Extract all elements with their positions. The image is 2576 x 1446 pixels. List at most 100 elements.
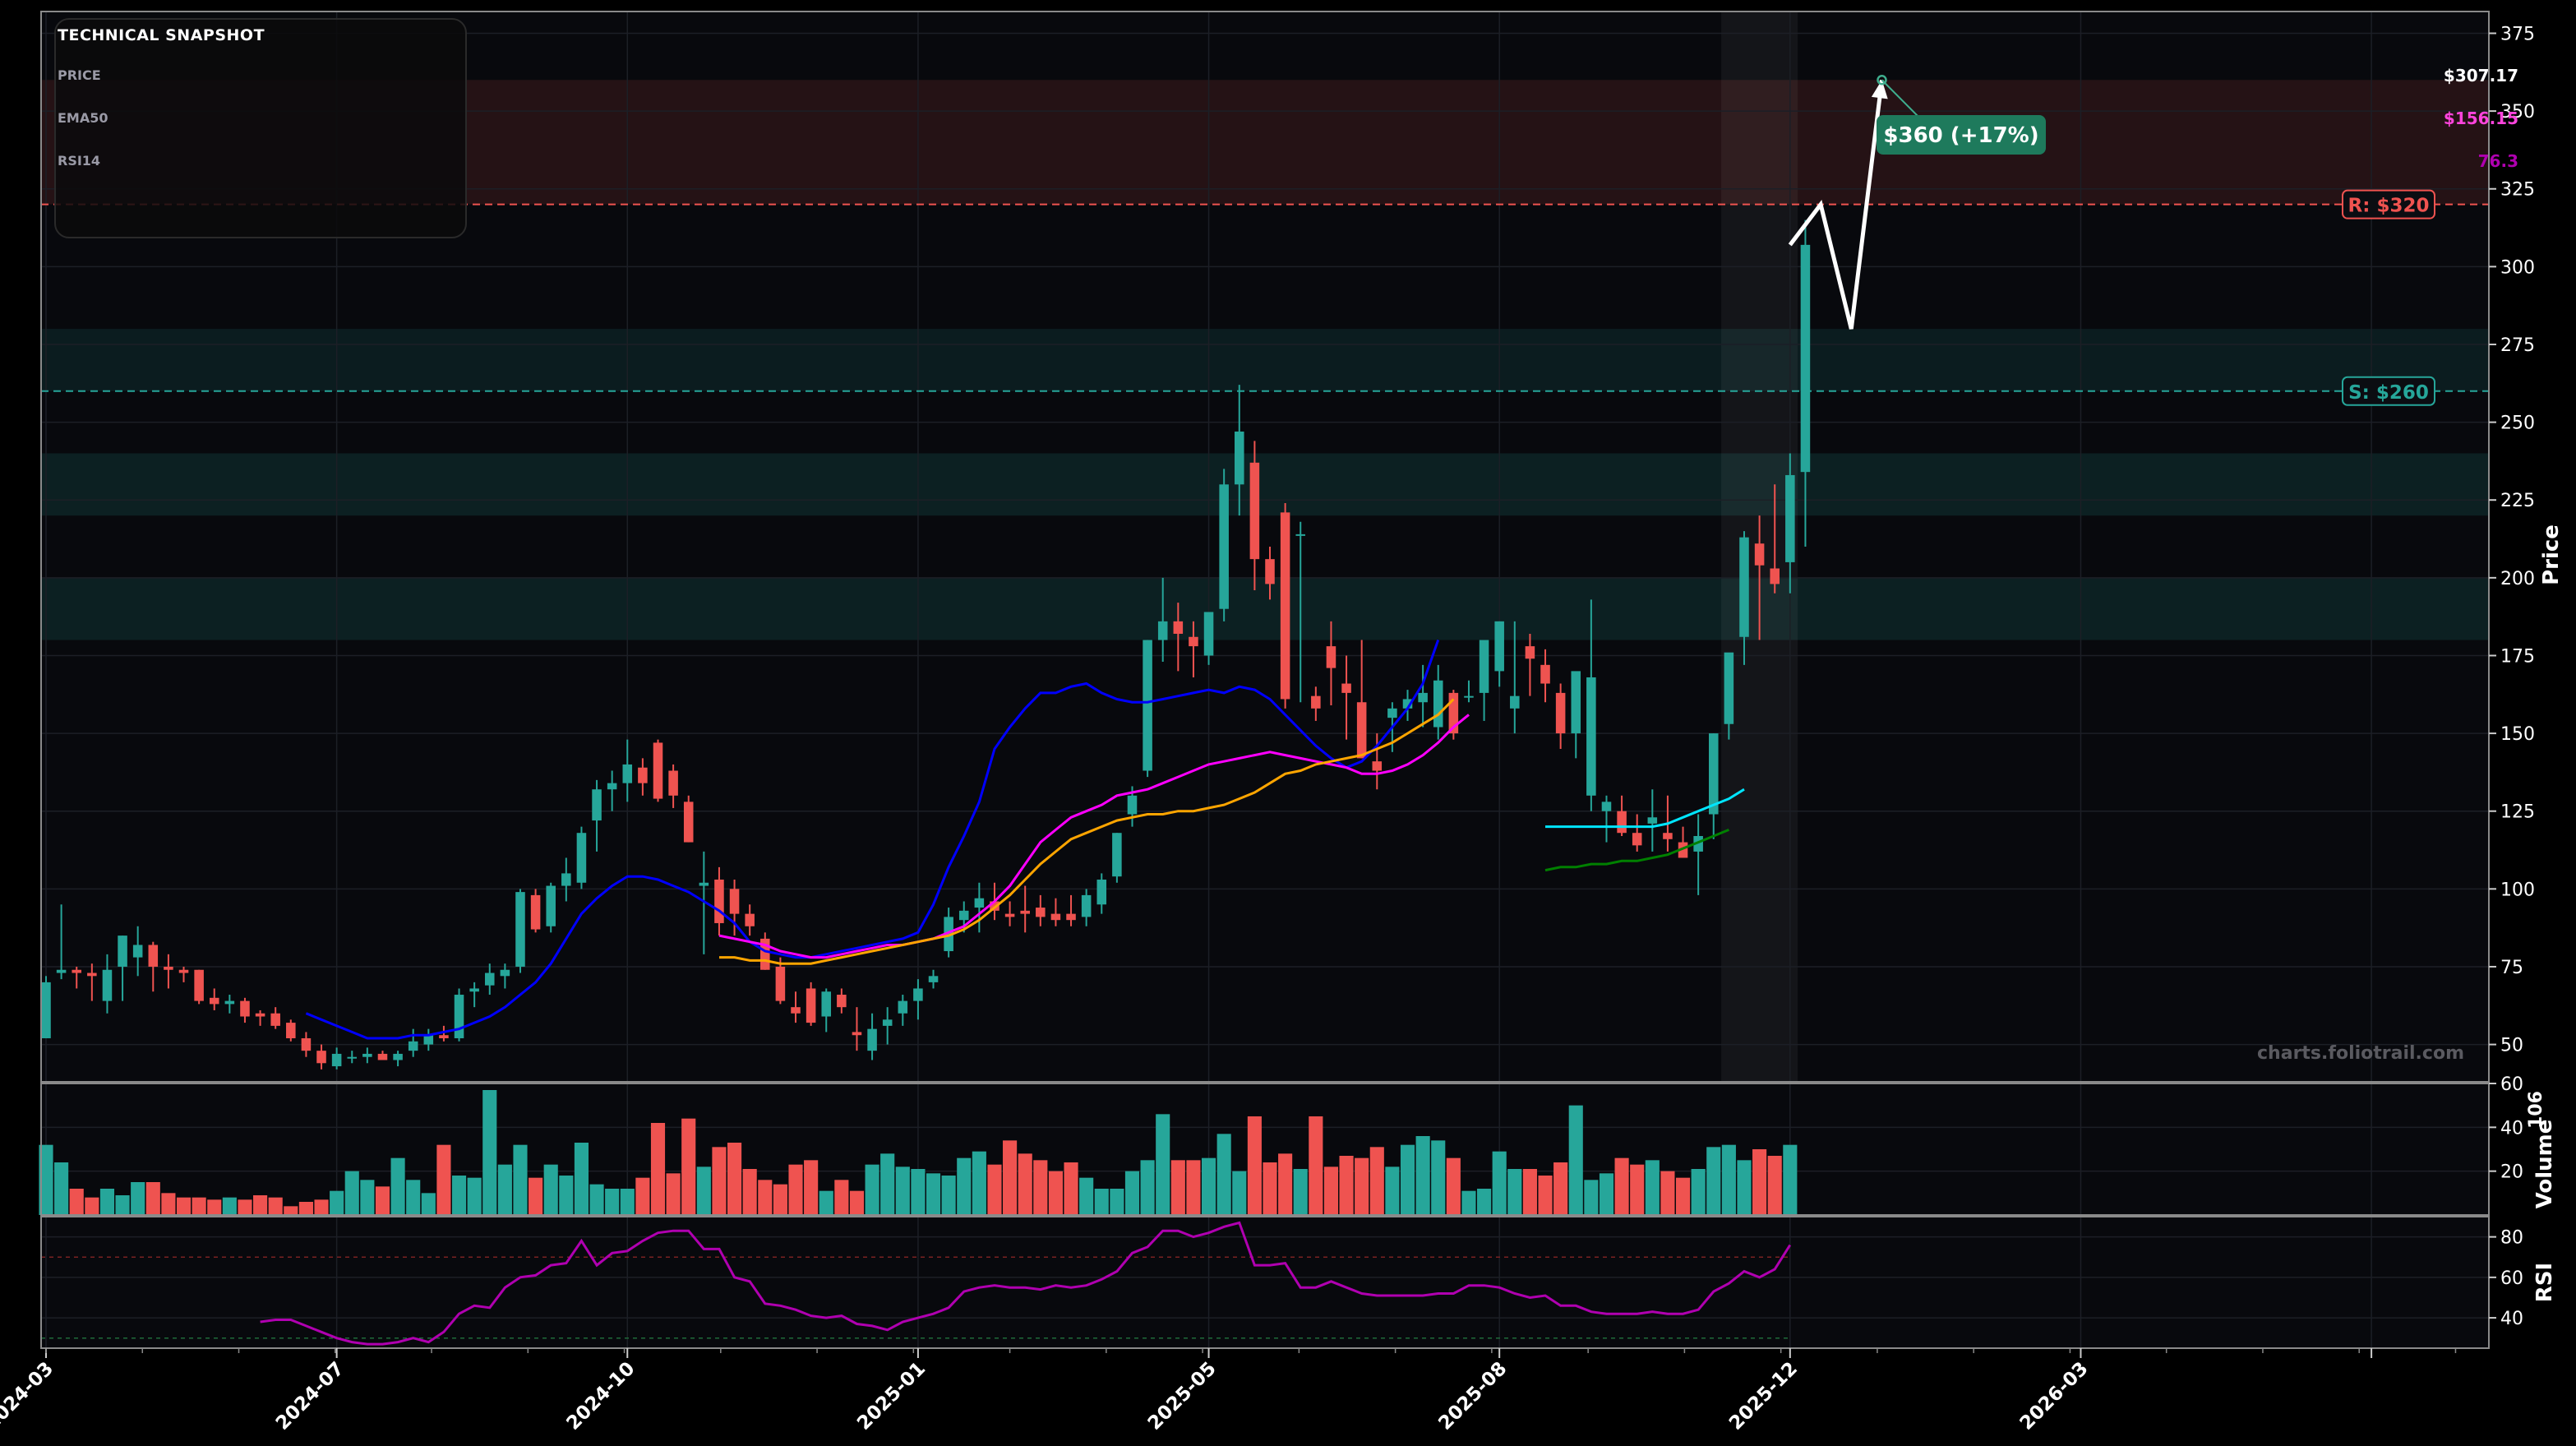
candle-body bbox=[1479, 640, 1489, 693]
candle-body bbox=[347, 1056, 358, 1059]
candle-body bbox=[454, 995, 464, 1039]
volume-bar bbox=[69, 1189, 84, 1215]
candle-body bbox=[821, 991, 832, 1017]
candle-body bbox=[852, 1032, 862, 1036]
volume-bar bbox=[1048, 1171, 1063, 1215]
volume-bar bbox=[819, 1190, 833, 1215]
price-axis-title: Price bbox=[2539, 524, 2564, 585]
target-label: $360 (+17%) bbox=[1883, 123, 2038, 148]
volume-bar bbox=[1752, 1149, 1767, 1215]
price-tick-label: 325 bbox=[2500, 180, 2535, 201]
candle-body bbox=[898, 1000, 908, 1014]
volume-bar bbox=[54, 1162, 69, 1215]
target-callout-line bbox=[1881, 79, 1924, 122]
volume-bar bbox=[1584, 1180, 1599, 1215]
support-band-1 bbox=[41, 577, 2489, 640]
candle-body bbox=[1036, 908, 1046, 917]
x-tick-label: 2024-07 bbox=[272, 1358, 349, 1434]
volume-bar bbox=[1599, 1173, 1614, 1215]
candle-body bbox=[1173, 621, 1184, 634]
candle-body bbox=[41, 982, 51, 1039]
candle-body bbox=[1326, 646, 1336, 668]
candle-body bbox=[1157, 621, 1168, 640]
volume-bar bbox=[1186, 1160, 1201, 1215]
volume-bar bbox=[284, 1206, 298, 1215]
price-value: $307.17 bbox=[2443, 66, 2518, 85]
volume-bar bbox=[238, 1199, 252, 1215]
volume-bar bbox=[482, 1090, 497, 1215]
candle-body bbox=[270, 1013, 280, 1026]
volume-bar bbox=[1156, 1114, 1170, 1215]
volume-bar bbox=[681, 1118, 696, 1215]
resistance-label: R: $320 bbox=[2348, 196, 2430, 217]
volume-bar bbox=[1094, 1189, 1109, 1215]
candle-body bbox=[1617, 811, 1627, 834]
x-tick-label: 2026-03 bbox=[2016, 1358, 2093, 1434]
candle-body bbox=[1464, 695, 1474, 698]
resistance-box bbox=[2342, 189, 2435, 219]
candle-body bbox=[1249, 462, 1260, 560]
moving-average-line-1 bbox=[718, 714, 1470, 959]
ema50-label: EMA50 bbox=[58, 110, 108, 126]
candle-body bbox=[1800, 244, 1811, 473]
candle-body bbox=[301, 1038, 312, 1051]
volume-bar bbox=[1385, 1167, 1400, 1215]
price-tick-label: 375 bbox=[2500, 24, 2535, 44]
candle-body bbox=[1311, 695, 1321, 709]
volume-bar bbox=[589, 1184, 604, 1215]
candle-body bbox=[377, 1053, 388, 1060]
volume-bar bbox=[926, 1173, 941, 1215]
candle-body bbox=[913, 988, 923, 1001]
candle-body bbox=[1663, 833, 1673, 839]
volume-bar bbox=[1140, 1160, 1155, 1215]
candle-body bbox=[729, 889, 740, 914]
candle-body bbox=[1143, 640, 1152, 771]
volume-bar bbox=[605, 1189, 620, 1215]
x-tick-label: 2024-10 bbox=[562, 1358, 639, 1434]
candle-body bbox=[1601, 802, 1612, 811]
candle-body bbox=[1586, 677, 1596, 796]
candle-body bbox=[1510, 695, 1520, 709]
volume-bar bbox=[1660, 1171, 1675, 1215]
price-tick-label: 200 bbox=[2500, 569, 2535, 589]
candle-body bbox=[760, 938, 770, 970]
volume-bar bbox=[222, 1197, 237, 1215]
candle-body bbox=[607, 783, 617, 790]
volume-bar bbox=[742, 1169, 757, 1215]
volume-bar bbox=[1614, 1157, 1629, 1215]
volume-bar bbox=[1018, 1153, 1032, 1215]
volume-bar bbox=[712, 1147, 727, 1215]
candle-body bbox=[469, 988, 479, 992]
technical-snapshot-box bbox=[54, 18, 467, 238]
volume-bar bbox=[1461, 1190, 1476, 1215]
candle-body bbox=[530, 894, 541, 930]
volume-bar bbox=[865, 1164, 879, 1215]
watermark: charts.foliotrail.com bbox=[2257, 1043, 2464, 1064]
candle-body bbox=[1112, 833, 1122, 877]
rsi14-value: 76.3 bbox=[2477, 151, 2518, 171]
volume-bar bbox=[650, 1123, 666, 1215]
support-box bbox=[2342, 376, 2435, 406]
candle-body bbox=[1341, 683, 1351, 693]
candle-body bbox=[118, 936, 127, 967]
volume-bar bbox=[941, 1176, 956, 1215]
candle-body bbox=[653, 742, 663, 799]
volume-bar bbox=[1431, 1140, 1446, 1215]
candle-body bbox=[683, 802, 694, 843]
volume-bar bbox=[987, 1164, 1002, 1215]
candle-body bbox=[928, 976, 939, 982]
candle-body bbox=[1433, 680, 1443, 728]
price-tick-label: 300 bbox=[2500, 257, 2535, 278]
volume-bar bbox=[1767, 1156, 1782, 1215]
volume-bar bbox=[666, 1173, 681, 1215]
volume-bar bbox=[1124, 1171, 1140, 1215]
volume-bar bbox=[1553, 1162, 1568, 1215]
candle-body bbox=[1387, 708, 1397, 718]
candle-body bbox=[56, 969, 67, 973]
price-tick-label: 100 bbox=[2500, 880, 2535, 900]
candle-body bbox=[1096, 879, 1107, 905]
candle-body bbox=[178, 969, 189, 973]
volume-bar bbox=[1369, 1147, 1384, 1215]
rsi-tick-label: 40 bbox=[2500, 1309, 2523, 1329]
candle-body bbox=[164, 966, 173, 970]
